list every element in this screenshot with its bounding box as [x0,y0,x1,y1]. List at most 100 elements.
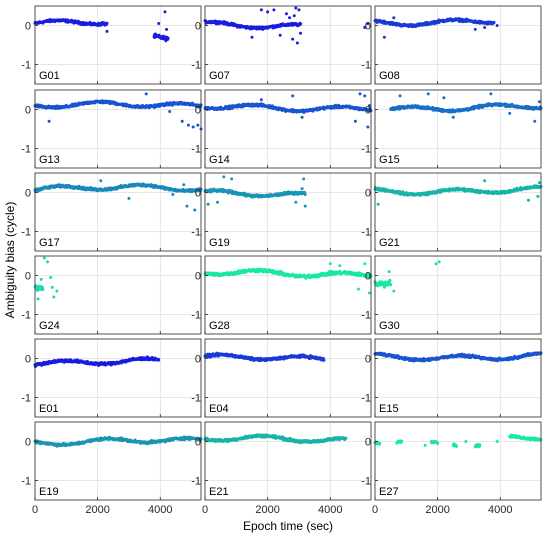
data-point [328,262,332,266]
data-point [442,96,446,100]
data-point [144,92,148,96]
data-point [363,25,367,29]
panel-grid: G01-10G07-10G08-10G13-10G14-10G15-10G17-… [21,5,543,516]
panel-background [205,256,371,334]
data-point [367,291,371,295]
panel-label: G08 [379,70,400,82]
y-tick-label: -1 [21,144,31,156]
panel-label: G30 [379,320,400,332]
data-point [389,283,393,287]
data-point [356,287,360,291]
y-tick-label: 0 [25,21,31,33]
data-point [392,16,396,20]
panel-background [375,339,541,417]
panel-background [375,256,541,334]
data-point [508,111,512,115]
data-point [278,33,282,37]
panel-label: G24 [39,320,60,332]
data-point [206,202,210,206]
series-points [33,10,170,43]
data-point [376,202,380,206]
data-point [473,27,477,31]
panel-g30: G30-10 [361,255,542,335]
y-tick-label: 0 [25,188,31,200]
data-point [259,8,263,12]
panel-g13: G13-10 [21,89,203,169]
data-point [392,289,396,293]
y-tick-label: 0 [25,105,31,117]
panel-label: G19 [209,237,230,249]
panel-g15: G15-10 [361,89,543,169]
y-tick-label: -1 [191,393,201,405]
data-point [42,256,46,260]
data-point [451,115,455,119]
data-point [338,264,342,268]
data-point [363,94,367,98]
data-point [291,94,295,98]
data-point [41,287,45,291]
y-tick-label: 0 [195,105,201,117]
data-point [182,183,186,187]
panel-label: G21 [379,237,400,249]
data-point [489,92,493,96]
y-tick-label: 0 [365,105,371,117]
data-point [295,41,299,45]
y-tick-label: -1 [191,227,201,239]
panel-g21: G21 -1 0 [361,172,543,252]
y-tick-label: 0 [365,188,371,200]
data-point [353,119,357,123]
data-point [297,8,301,12]
data-point [166,36,170,40]
y-tick-label: 0 [25,354,31,366]
panel-label: G17 [39,237,60,249]
y-tick-label: -1 [191,144,201,156]
panel-frame [374,5,542,85]
panel-background [35,339,201,417]
y-tick-label: -1 [361,310,371,322]
data-point [168,109,172,113]
panel-g28: G28-10 [191,255,373,335]
data-point [294,200,298,204]
data-point [387,270,391,274]
data-point [536,194,540,198]
panel-g14: G14-10 [191,89,373,169]
y-tick-label: -1 [21,60,31,72]
panel-background [205,339,371,417]
panel-g24: G24-10 [21,255,202,335]
data-point [171,192,175,196]
data-point [193,208,197,212]
data-point [196,123,200,127]
data-point [382,35,386,39]
data-point [185,204,189,208]
panel-g07: G07-10 [191,5,372,85]
panel-label: G01 [39,70,60,82]
panel-background [205,173,371,251]
panel-e15: E15-10 [361,338,543,418]
data-point [100,20,104,24]
panel-g01: G01 -1 0 [21,5,202,85]
y-tick-label: -1 [361,227,371,239]
y-tick-label: 0 [365,21,371,33]
panel-background [205,6,371,84]
data-point [50,285,54,289]
data-point [291,37,295,41]
panel-e04: E04-10 [191,338,372,418]
data-point [483,179,487,183]
data-point [366,22,370,26]
data-point [526,198,530,202]
panel-label: G28 [209,320,230,332]
data-point [533,119,537,123]
data-point [222,175,226,179]
data-point [492,21,496,25]
data-point [165,27,169,31]
data-point [303,193,307,197]
data-point [105,29,109,33]
data-point [52,295,56,299]
data-point [495,24,499,27]
series-points [203,6,370,45]
panel-g08: G08-10 [361,5,542,85]
y-tick-label: 0 [195,354,201,366]
y-tick-label: 0 [195,188,201,200]
panel-background [205,90,371,168]
